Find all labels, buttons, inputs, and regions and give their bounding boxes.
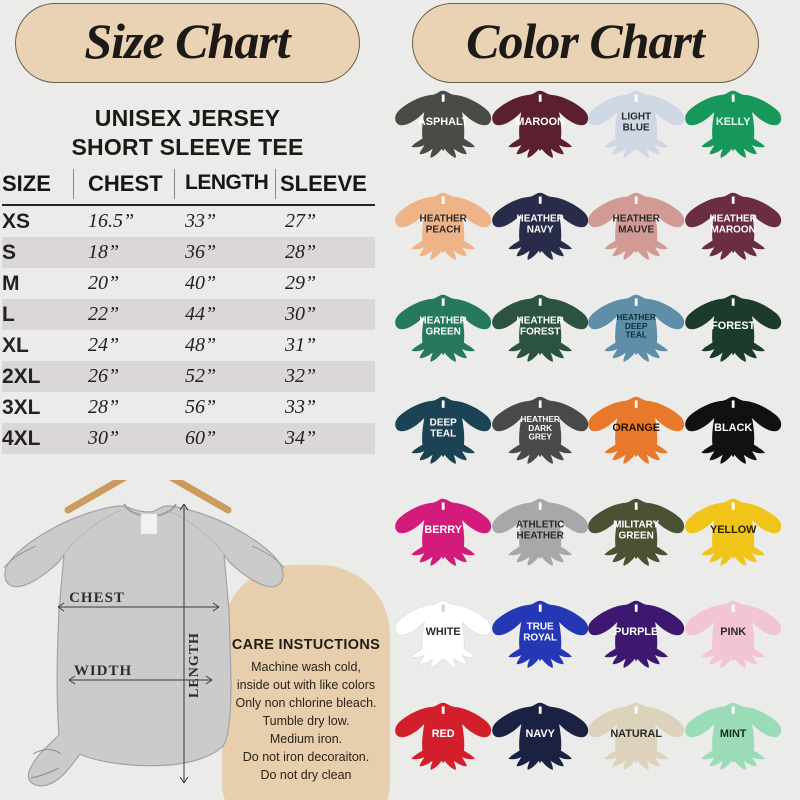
- svg-text:MAROON: MAROON: [515, 116, 565, 128]
- svg-text:NAVY: NAVY: [525, 728, 555, 740]
- svg-text:BLACK: BLACK: [714, 422, 752, 434]
- svg-text:NATURAL: NATURAL: [610, 728, 662, 740]
- svg-text:RED: RED: [432, 728, 455, 740]
- svg-text:YELLOW: YELLOW: [710, 524, 757, 536]
- svg-text:MINT: MINT: [719, 728, 746, 740]
- svg-text:LENGTH: LENGTH: [187, 632, 202, 698]
- svg-text:PINK: PINK: [720, 626, 746, 638]
- svg-text:FOREST: FOREST: [711, 320, 755, 332]
- svg-text:WIDTH: WIDTH: [74, 663, 132, 679]
- svg-text:ASPHALT: ASPHALT: [418, 116, 469, 128]
- svg-text:PURPLE: PURPLE: [614, 626, 658, 638]
- svg-text:WHITE: WHITE: [426, 626, 461, 638]
- svg-text:BERRY: BERRY: [424, 524, 462, 536]
- svg-text:KELLY: KELLY: [715, 116, 750, 128]
- svg-text:ORANGE: ORANGE: [612, 422, 660, 434]
- svg-text:CHEST: CHEST: [69, 590, 125, 606]
